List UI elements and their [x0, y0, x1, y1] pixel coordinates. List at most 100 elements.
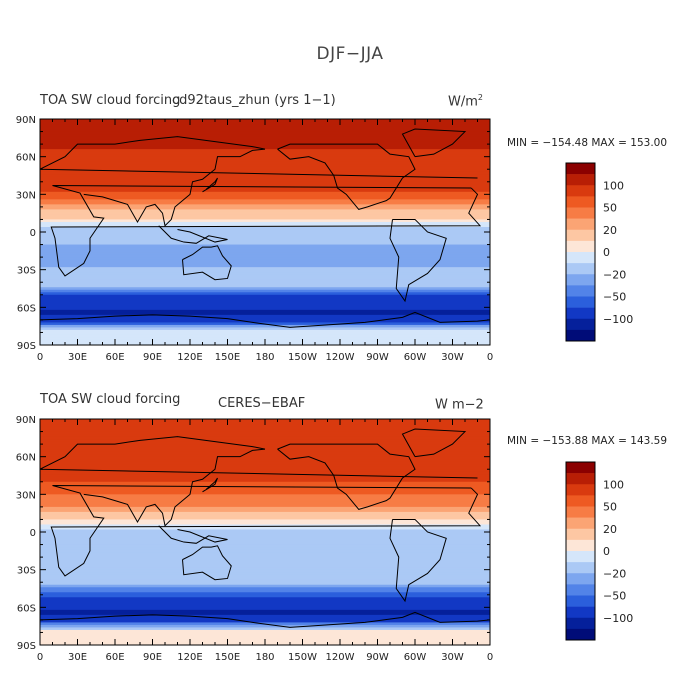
panel1-band — [40, 124, 490, 128]
panel2-band — [40, 449, 490, 453]
panel2-band — [40, 439, 490, 443]
panel2-x-tick-label: 60E — [105, 652, 124, 663]
panel1-units-sup: 2 — [477, 93, 483, 102]
panel1-x-tick-label: 60E — [105, 352, 124, 363]
colorbar1-swatch — [566, 285, 595, 297]
panel1-band — [40, 279, 490, 283]
panel1-x-tick-label: 0 — [487, 352, 493, 363]
panel1-band — [40, 219, 490, 223]
panel1-y-tick-label: 0 — [30, 228, 36, 239]
panel2-coastline — [182, 545, 232, 581]
panel1-coastline — [40, 311, 490, 328]
panel2-band — [40, 579, 490, 583]
panel2-band — [40, 559, 490, 563]
panel1-coastline — [158, 225, 228, 244]
colorbar1-swatch — [566, 207, 595, 219]
panel2-band — [40, 451, 490, 455]
panel1-band — [40, 229, 490, 233]
panel1-units: W/m2 — [448, 93, 483, 109]
panel1-band — [40, 214, 490, 218]
panel1-y-tick-label: 30S — [17, 266, 36, 277]
panel2-band — [40, 526, 490, 531]
panel1-band — [40, 244, 490, 248]
panel2-band — [40, 486, 490, 490]
panel2-band — [40, 582, 490, 586]
panel2-band — [40, 629, 490, 634]
panel2-coastline — [40, 611, 490, 628]
panel1-band — [40, 282, 490, 286]
panel2-band — [40, 456, 490, 460]
colorbar1-swatch — [566, 307, 595, 320]
panel2-left-title: TOA SW cloud forcing — [40, 392, 181, 407]
panel2-coastline — [277, 443, 416, 510]
panel2-x-tick-label: 30E — [68, 652, 87, 663]
panel1-band — [40, 161, 490, 165]
panel2-band — [40, 594, 490, 598]
panel1-band — [40, 232, 490, 236]
panel2-band — [40, 444, 490, 448]
panel1-band — [40, 252, 490, 256]
panel2-x-tick-label: 0 — [487, 652, 493, 663]
panel1-x-tick-label: 120E — [177, 352, 202, 363]
panel1-band — [40, 307, 490, 311]
panel1-band — [40, 196, 490, 200]
panel1-band — [40, 272, 490, 276]
panel1-x-tick-label: 0 — [37, 352, 43, 363]
colorbar1-tick-label: −100 — [603, 313, 633, 326]
colorbar1-swatch — [566, 263, 595, 275]
panel1-band — [40, 126, 490, 130]
colorbar2-tick-label: 100 — [603, 478, 624, 491]
panel1-band — [40, 277, 490, 281]
panel2-coastline — [401, 428, 467, 458]
panel2-band — [40, 494, 490, 498]
panel2-band — [40, 424, 490, 428]
panel2-band — [40, 602, 490, 606]
panel2-band — [40, 506, 490, 510]
panel2-y-tick-label: 30S — [17, 566, 36, 577]
panel2-band — [40, 459, 490, 463]
colorbar2-swatch — [566, 562, 595, 574]
panel1-x-tick-label: 30E — [68, 352, 87, 363]
colorbar1-swatch — [566, 252, 595, 264]
panel1-center-title: cd92taus_zhun (yrs 1−1) — [172, 93, 336, 108]
panel2-band — [40, 614, 490, 618]
colorbar2-swatch — [566, 539, 595, 552]
colorbar1-tick-label: 100 — [603, 179, 624, 192]
panel1-band — [40, 332, 490, 336]
panel2-band — [40, 431, 490, 435]
panel1-band — [40, 181, 490, 185]
panel1-x-tick-label: 150E — [215, 352, 240, 363]
panel1-band — [40, 284, 490, 288]
panel1-band — [40, 319, 490, 323]
colorbar1-swatch — [566, 174, 595, 186]
panel1-band — [40, 309, 490, 313]
panel1-band — [40, 131, 490, 135]
panel2-band — [40, 567, 490, 571]
panel2-band — [40, 511, 490, 516]
panel1-band — [40, 154, 490, 158]
panel2-band — [40, 519, 490, 523]
panel2-x-tick-label: 180 — [255, 652, 274, 663]
colorbar2-swatch — [566, 551, 595, 563]
panel2-y-tick-label: 90N — [16, 415, 36, 426]
panel2-x-tick-label: 90E — [143, 652, 162, 663]
colorbar2-swatch — [566, 584, 595, 596]
panel2-min: MIN = −153.88 — [507, 435, 589, 447]
panel2-band — [40, 441, 490, 445]
panel1-band — [40, 164, 490, 168]
panel2-band — [40, 436, 490, 440]
colorbar2-swatch — [566, 517, 595, 530]
panel1-band — [40, 304, 490, 308]
panel2-map: 0 30E 60E 90E 120E 150E 180 150W 120W 90W 60W 30W 09… — [16, 415, 493, 663]
panel1-band — [40, 259, 490, 263]
panel2-x-tick-label: 120E — [177, 652, 202, 663]
panel1-band — [40, 189, 490, 193]
colorbar1-swatch — [566, 163, 595, 175]
panel1-band — [40, 216, 490, 221]
panel1-coastline — [182, 245, 232, 281]
panel1-band — [40, 199, 490, 203]
panel1-x-tick-label: 90W — [366, 352, 389, 363]
panel1-band — [40, 146, 490, 150]
panel2-band — [40, 634, 490, 639]
